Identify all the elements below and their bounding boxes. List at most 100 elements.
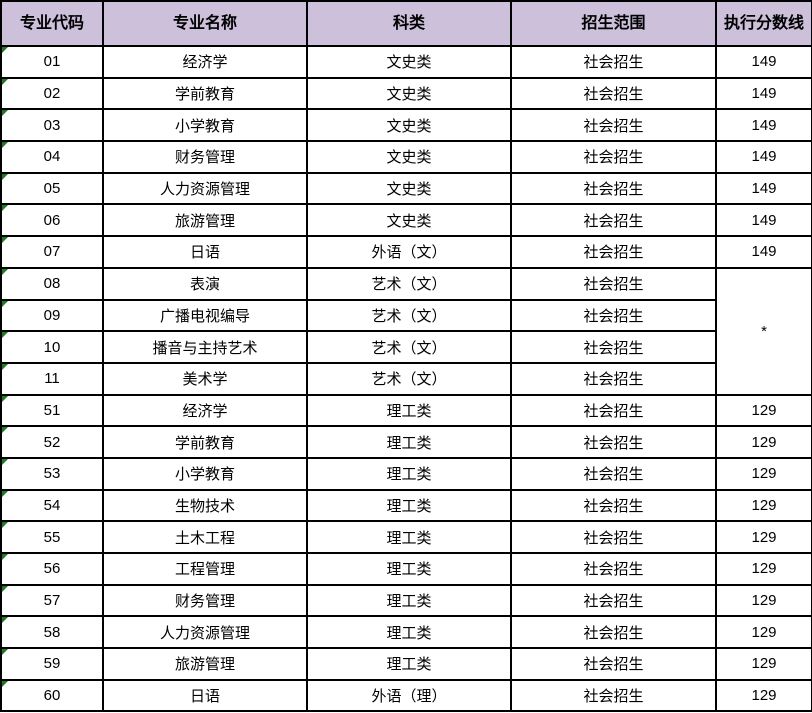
- major-name-cell[interactable]: 小学教育: [102, 108, 308, 143]
- major-name-cell[interactable]: 经济学: [102, 393, 308, 428]
- scope-cell[interactable]: 社会招生: [510, 298, 717, 333]
- major-name-cell[interactable]: 人力资源管理: [102, 171, 308, 206]
- major-name-cell[interactable]: 土木工程: [102, 520, 308, 554]
- major-code-cell[interactable]: 02: [0, 76, 104, 111]
- major-name-cell[interactable]: 美术学: [102, 361, 308, 396]
- major-code-cell[interactable]: 07: [0, 235, 104, 269]
- major-code-cell[interactable]: 57: [0, 583, 104, 618]
- major-code-cell[interactable]: 52: [0, 425, 104, 459]
- category-cell[interactable]: 理工类: [306, 583, 512, 618]
- major-code-cell[interactable]: 54: [0, 488, 104, 523]
- scope-cell[interactable]: 社会招生: [510, 361, 717, 396]
- major-code-cell[interactable]: 08: [0, 266, 104, 301]
- major-code-cell[interactable]: 56: [0, 552, 104, 586]
- scope-cell[interactable]: 社会招生: [510, 583, 717, 618]
- scope-cell[interactable]: 社会招生: [510, 108, 717, 143]
- major-code-cell[interactable]: 09: [0, 298, 104, 333]
- score-cell[interactable]: 129: [715, 456, 812, 491]
- scope-cell[interactable]: 社会招生: [510, 266, 717, 301]
- header-major-code[interactable]: 专业代码: [0, 0, 104, 47]
- score-cell[interactable]: 129: [715, 647, 812, 681]
- major-name-cell[interactable]: 工程管理: [102, 552, 308, 586]
- score-cell[interactable]: 149: [715, 235, 812, 269]
- major-name-cell[interactable]: 表演: [102, 266, 308, 301]
- major-name-cell[interactable]: 经济学: [102, 45, 308, 79]
- category-cell[interactable]: 艺术（文）: [306, 330, 512, 364]
- scope-cell[interactable]: 社会招生: [510, 552, 717, 586]
- major-name-cell[interactable]: 广播电视编导: [102, 298, 308, 333]
- major-name-cell[interactable]: 学前教育: [102, 76, 308, 111]
- category-cell[interactable]: 理工类: [306, 488, 512, 523]
- major-code-cell[interactable]: 04: [0, 140, 104, 174]
- category-cell[interactable]: 外语（理）: [306, 678, 512, 713]
- major-code-cell[interactable]: 51: [0, 393, 104, 428]
- major-name-cell[interactable]: 旅游管理: [102, 647, 308, 681]
- scope-cell[interactable]: 社会招生: [510, 235, 717, 269]
- category-cell[interactable]: 艺术（文）: [306, 266, 512, 301]
- category-cell[interactable]: 艺术（文）: [306, 298, 512, 333]
- scope-cell[interactable]: 社会招生: [510, 76, 717, 111]
- category-cell[interactable]: 艺术（文）: [306, 361, 512, 396]
- score-cell[interactable]: 149: [715, 76, 812, 111]
- score-cell[interactable]: 149: [715, 108, 812, 143]
- major-code-cell[interactable]: 59: [0, 647, 104, 681]
- category-cell[interactable]: 文史类: [306, 108, 512, 143]
- major-code-cell[interactable]: 58: [0, 615, 104, 650]
- header-scope[interactable]: 招生范围: [510, 0, 717, 47]
- score-cell[interactable]: 129: [715, 393, 812, 428]
- category-cell[interactable]: 理工类: [306, 520, 512, 554]
- scope-cell[interactable]: 社会招生: [510, 456, 717, 491]
- major-code-cell[interactable]: 06: [0, 203, 104, 238]
- scope-cell[interactable]: 社会招生: [510, 171, 717, 206]
- major-name-cell[interactable]: 日语: [102, 235, 308, 269]
- major-code-cell[interactable]: 05: [0, 171, 104, 206]
- scope-cell[interactable]: 社会招生: [510, 488, 717, 523]
- score-cell[interactable]: 149: [715, 203, 812, 238]
- category-cell[interactable]: 文史类: [306, 76, 512, 111]
- score-cell[interactable]: *: [715, 266, 812, 396]
- major-name-cell[interactable]: 财务管理: [102, 140, 308, 174]
- score-cell[interactable]: 149: [715, 140, 812, 174]
- major-name-cell[interactable]: 人力资源管理: [102, 615, 308, 650]
- major-code-cell[interactable]: 60: [0, 678, 104, 713]
- scope-cell[interactable]: 社会招生: [510, 330, 717, 364]
- major-code-cell[interactable]: 53: [0, 456, 104, 491]
- header-category[interactable]: 科类: [306, 0, 512, 47]
- score-cell[interactable]: 129: [715, 678, 812, 713]
- scope-cell[interactable]: 社会招生: [510, 678, 717, 713]
- category-cell[interactable]: 理工类: [306, 552, 512, 586]
- major-name-cell[interactable]: 日语: [102, 678, 308, 713]
- category-cell[interactable]: 文史类: [306, 140, 512, 174]
- category-cell[interactable]: 外语（文）: [306, 235, 512, 269]
- scope-cell[interactable]: 社会招生: [510, 393, 717, 428]
- score-cell[interactable]: 129: [715, 552, 812, 586]
- scope-cell[interactable]: 社会招生: [510, 615, 717, 650]
- major-code-cell[interactable]: 55: [0, 520, 104, 554]
- major-code-cell[interactable]: 03: [0, 108, 104, 143]
- scope-cell[interactable]: 社会招生: [510, 520, 717, 554]
- major-name-cell[interactable]: 财务管理: [102, 583, 308, 618]
- category-cell[interactable]: 理工类: [306, 425, 512, 459]
- major-name-cell[interactable]: 生物技术: [102, 488, 308, 523]
- scope-cell[interactable]: 社会招生: [510, 425, 717, 459]
- category-cell[interactable]: 理工类: [306, 647, 512, 681]
- major-code-cell[interactable]: 11: [0, 361, 104, 396]
- major-name-cell[interactable]: 旅游管理: [102, 203, 308, 238]
- score-cell[interactable]: 149: [715, 171, 812, 206]
- score-cell[interactable]: 129: [715, 615, 812, 650]
- scope-cell[interactable]: 社会招生: [510, 647, 717, 681]
- major-name-cell[interactable]: 学前教育: [102, 425, 308, 459]
- major-name-cell[interactable]: 小学教育: [102, 456, 308, 491]
- scope-cell[interactable]: 社会招生: [510, 203, 717, 238]
- score-cell[interactable]: 129: [715, 488, 812, 523]
- header-score[interactable]: 执行分数线: [715, 0, 812, 47]
- major-code-cell[interactable]: 01: [0, 45, 104, 79]
- header-major-name[interactable]: 专业名称: [102, 0, 308, 47]
- score-cell[interactable]: 129: [715, 425, 812, 459]
- score-cell[interactable]: 129: [715, 520, 812, 554]
- category-cell[interactable]: 文史类: [306, 45, 512, 79]
- major-name-cell[interactable]: 播音与主持艺术: [102, 330, 308, 364]
- major-code-cell[interactable]: 10: [0, 330, 104, 364]
- category-cell[interactable]: 理工类: [306, 456, 512, 491]
- category-cell[interactable]: 理工类: [306, 393, 512, 428]
